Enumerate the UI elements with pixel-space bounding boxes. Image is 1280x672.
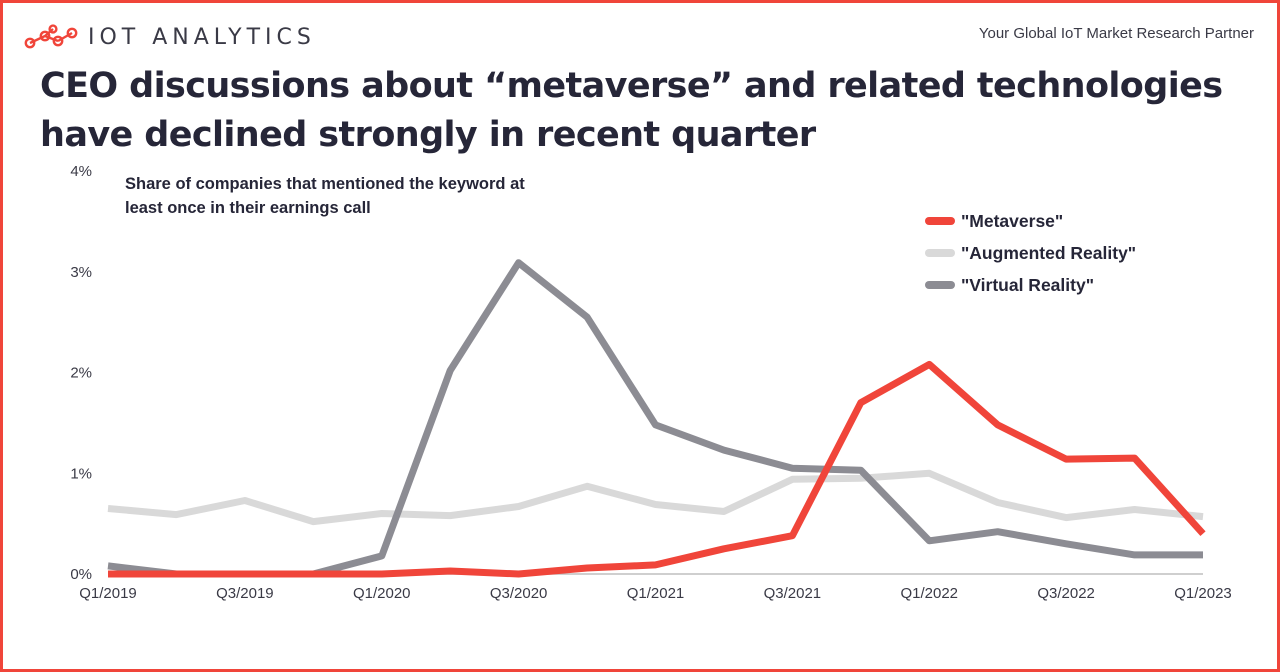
- x-tick-label: Q1/2020: [353, 585, 411, 602]
- x-tick-label: Q3/2020: [490, 585, 548, 602]
- legend-label: "Metaverse": [961, 210, 1064, 231]
- x-tick-label: Q1/2019: [79, 585, 137, 602]
- x-tick-label: Q3/2021: [764, 585, 822, 602]
- legend-swatch: [925, 249, 955, 257]
- series-line-2: [107, 259, 1203, 578]
- chart-subtitle: Share of companies that mentioned the ke…: [125, 175, 525, 217]
- x-tick-label: Q1/2023: [1174, 585, 1232, 602]
- y-axis: 0% 1% 2% 3% 4%: [70, 163, 92, 583]
- series-line-1: [107, 469, 1204, 526]
- series-line-0: [108, 360, 1206, 578]
- y-tick-label: 1%: [70, 465, 92, 482]
- y-tick-label: 2%: [70, 365, 92, 382]
- molecule-nodes-icon: [24, 24, 78, 49]
- legend-item: "Augmented Reality": [925, 237, 1136, 269]
- brand-logo: IOT ANALYTICS: [22, 24, 316, 50]
- series-lines: [107, 259, 1206, 578]
- legend-item: "Virtual Reality": [925, 269, 1136, 301]
- x-tick-label: Q3/2019: [216, 585, 274, 602]
- x-tick-label: Q1/2022: [900, 585, 958, 602]
- legend-label: "Virtual Reality": [961, 274, 1094, 295]
- y-tick-label: 4%: [70, 163, 92, 180]
- legend-swatch: [925, 217, 955, 225]
- y-tick-label: 3%: [70, 264, 92, 281]
- x-tick-label: Q3/2022: [1037, 585, 1095, 602]
- y-tick-label: 0%: [70, 566, 92, 583]
- tagline: Your Global IoT Market Research Partner: [978, 25, 1254, 42]
- legend-label: "Augmented Reality": [961, 242, 1137, 263]
- chart-legend: "Metaverse" "Augmented Reality" "Virtual R…: [925, 205, 1136, 301]
- x-tick-label: Q1/2021: [627, 585, 685, 602]
- legend-swatch: [925, 281, 955, 289]
- x-axis: Q1/2019 Q3/2019 Q1/2020 Q3/2020 Q1/2021 Q3/20…: [79, 585, 1232, 602]
- brand-name: IOT ANALYTICS: [88, 24, 316, 50]
- chart-title: CEO discussions about “metaverse” and re…: [40, 66, 1223, 155]
- legend-item: "Metaverse": [925, 205, 1136, 237]
